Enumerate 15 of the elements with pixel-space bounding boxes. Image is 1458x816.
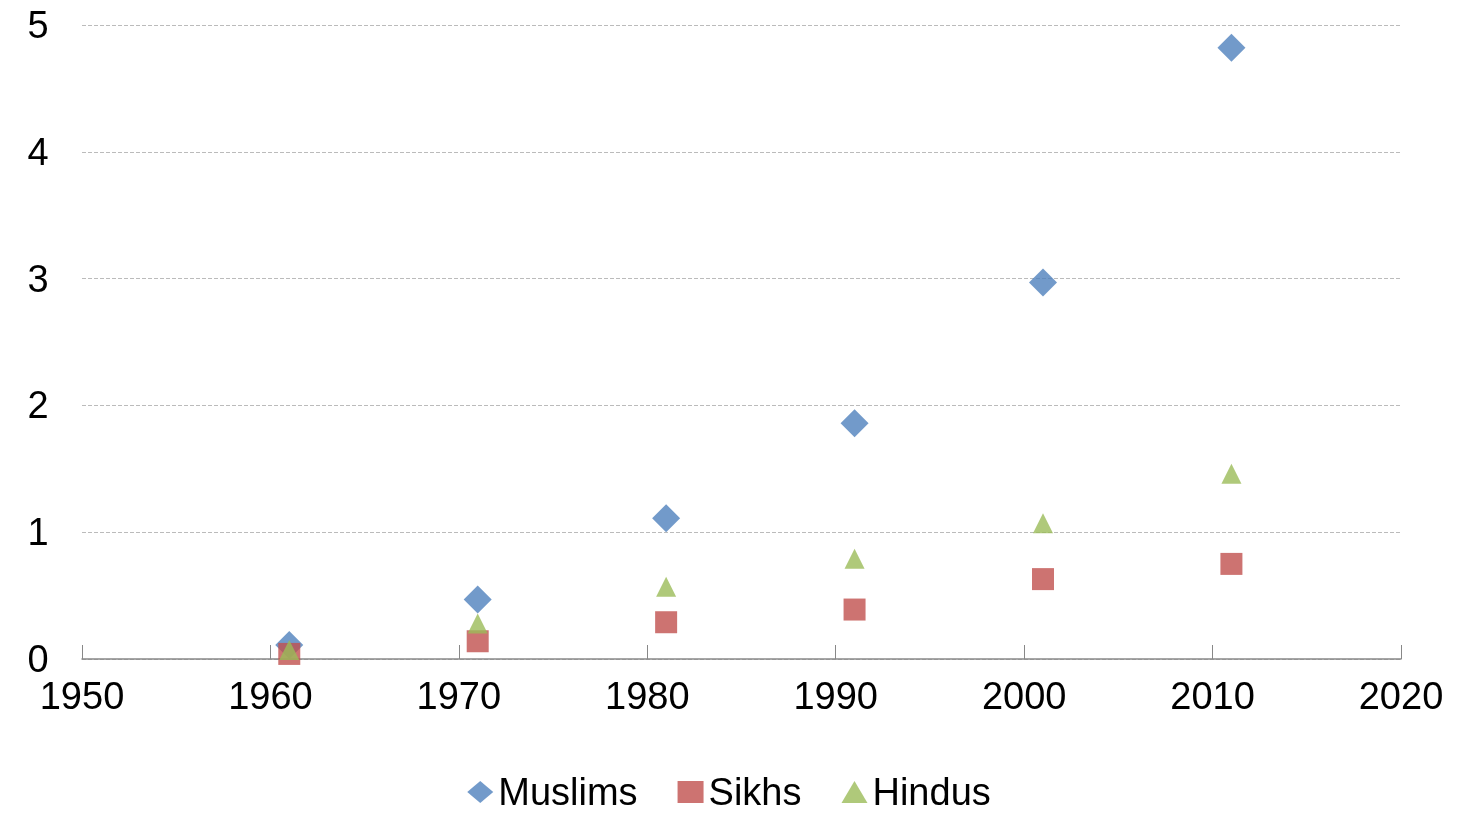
y-tick-label: 1 (27, 511, 49, 554)
legend-label: Hindus (872, 771, 991, 813)
x-tick-label: 1980 (605, 675, 690, 717)
x-tick-label: 2010 (1170, 675, 1255, 717)
y-tick-label: 5 (27, 4, 49, 46)
legend-label: Muslims (498, 771, 638, 813)
x-tick-label: 2000 (981, 675, 1067, 717)
x-tick-label: 2020 (1358, 675, 1444, 717)
x-tick-label: 1990 (793, 675, 878, 717)
y-tick-label: 3 (27, 257, 49, 300)
x-tick-label: 1960 (228, 675, 313, 717)
y-tick-label: 4 (27, 130, 49, 173)
legend-label: Sikhs (708, 771, 802, 813)
y-tick-label: 2 (27, 384, 49, 427)
x-tick-label: 1970 (416, 675, 502, 717)
